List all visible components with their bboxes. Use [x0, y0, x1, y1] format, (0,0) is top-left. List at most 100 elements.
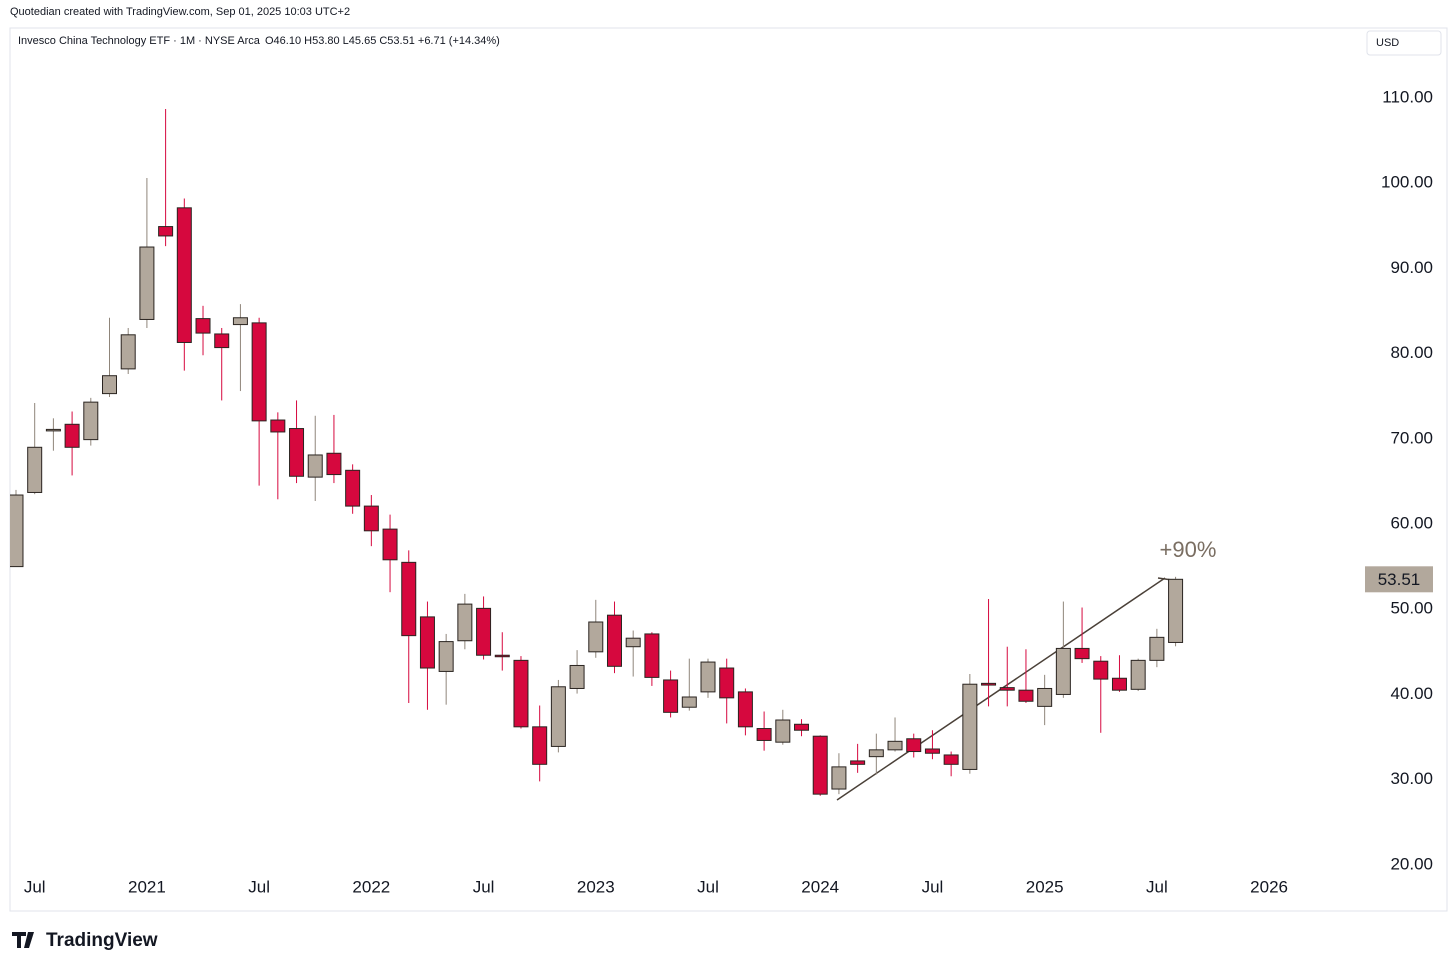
x-tick-label: 2023 — [577, 877, 615, 896]
candle-body — [176, 207, 192, 343]
candle-body — [513, 659, 529, 728]
candle-body — [345, 469, 361, 507]
x-tick-label: Jul — [922, 877, 944, 896]
candle-body — [906, 738, 922, 753]
candle-body — [1037, 687, 1053, 707]
candle-body — [812, 735, 828, 795]
x-tick-label: Jul — [697, 877, 719, 896]
candle-body — [1149, 636, 1165, 661]
candle-body — [120, 334, 136, 370]
candle-body — [700, 661, 716, 693]
candle-body — [532, 726, 548, 765]
y-tick-label: 110.00 — [1382, 87, 1433, 106]
candle-body — [45, 428, 61, 432]
y-tick-label: 50.00 — [1390, 599, 1433, 618]
candle-body — [476, 607, 492, 656]
candle-body — [868, 749, 884, 758]
candle-body — [569, 664, 585, 689]
candle-body — [644, 633, 660, 678]
candle-body — [756, 728, 772, 741]
chart-frame — [9, 27, 1448, 912]
candle-body — [1018, 689, 1034, 702]
candle-body — [550, 686, 566, 747]
candle-body — [401, 561, 417, 637]
candle-body — [681, 696, 697, 708]
x-tick-label: 2021 — [128, 877, 166, 896]
candle-body — [737, 691, 753, 728]
y-tick-label: 40.00 — [1390, 684, 1433, 703]
x-tick-label: 2024 — [801, 877, 839, 896]
candle-body — [214, 333, 230, 349]
x-tick-label: Jul — [473, 877, 495, 896]
candle-body — [943, 754, 959, 765]
candle-body — [64, 423, 80, 448]
candle-body — [158, 226, 174, 237]
candle-body — [251, 322, 267, 422]
candle-body — [270, 419, 286, 433]
annotation: +90% — [1160, 537, 1217, 562]
x-tick-label: 2025 — [1026, 877, 1064, 896]
candle-body — [588, 621, 604, 653]
y-tick-label: 80.00 — [1390, 343, 1433, 362]
last-price-box — [1365, 566, 1433, 593]
candle-body — [794, 723, 810, 731]
candle-body — [1055, 647, 1071, 695]
candle-body — [438, 641, 454, 672]
candle-body — [232, 317, 248, 326]
y-tick-label: 30.00 — [1390, 769, 1433, 788]
y-tick-label: 20.00 — [1390, 854, 1433, 873]
ohlc-legend: O46.10 H53.80 L45.65 C53.51 +6.71 (+14.3… — [265, 35, 500, 47]
candle-body — [962, 683, 978, 770]
y-tick-label: 60.00 — [1390, 513, 1433, 532]
candle-body — [924, 748, 940, 754]
brand: TradingView — [12, 930, 158, 951]
candle-body — [326, 452, 342, 476]
candle-body — [195, 318, 211, 334]
candle-body — [1074, 647, 1090, 660]
y-tick-label: 70.00 — [1390, 428, 1433, 447]
candle-body — [83, 401, 99, 441]
last-price-label: 53.51 — [1378, 570, 1421, 589]
candle-body — [10, 494, 24, 568]
candle-body — [27, 446, 43, 493]
candle-body — [1130, 659, 1146, 690]
candle-body — [606, 614, 622, 667]
y-tick-label: 100.00 — [1381, 173, 1433, 192]
candle-body — [139, 246, 155, 320]
x-tick-label: Jul — [248, 877, 270, 896]
candle-body — [102, 375, 118, 395]
brand-logo — [12, 932, 34, 948]
candle-body — [494, 654, 510, 658]
candle-body — [999, 687, 1015, 691]
x-tick-label: Jul — [1146, 877, 1168, 896]
chart-title: Invesco China Technology ETF · 1M · NYSE… — [18, 35, 261, 47]
candle-body — [981, 682, 997, 686]
candle-body — [363, 505, 379, 532]
candle-body — [850, 760, 866, 765]
candle-body — [457, 603, 473, 642]
header: Quotedian created with TradingView.com, … — [10, 6, 350, 18]
y-tick-label: 90.00 — [1390, 258, 1433, 277]
currency: USD — [1376, 37, 1399, 49]
candle-body — [625, 637, 641, 648]
x-tick-label: Jul — [24, 877, 46, 896]
candle-body — [307, 454, 323, 478]
candle-body — [887, 740, 903, 751]
candle-body — [831, 766, 847, 790]
candle-body — [419, 616, 435, 669]
candle-body — [775, 719, 791, 743]
price-pane: 20.00 30.00 40.00 50.00 60.00 70.00 80.00 90.00… — [10, 87, 1433, 873]
x-tick-label: 2022 — [352, 877, 390, 896]
candle-body — [289, 428, 305, 477]
candle-body — [1093, 660, 1109, 680]
brand-name: TradingView — [46, 930, 158, 951]
candle-body — [663, 679, 679, 713]
currency-box[interactable] — [1366, 30, 1442, 56]
candle-body — [1111, 677, 1127, 691]
candle-body — [382, 528, 398, 561]
candle-body — [1168, 578, 1184, 643]
x-tick-label: 2026 — [1250, 877, 1288, 896]
candle-body — [719, 667, 735, 699]
